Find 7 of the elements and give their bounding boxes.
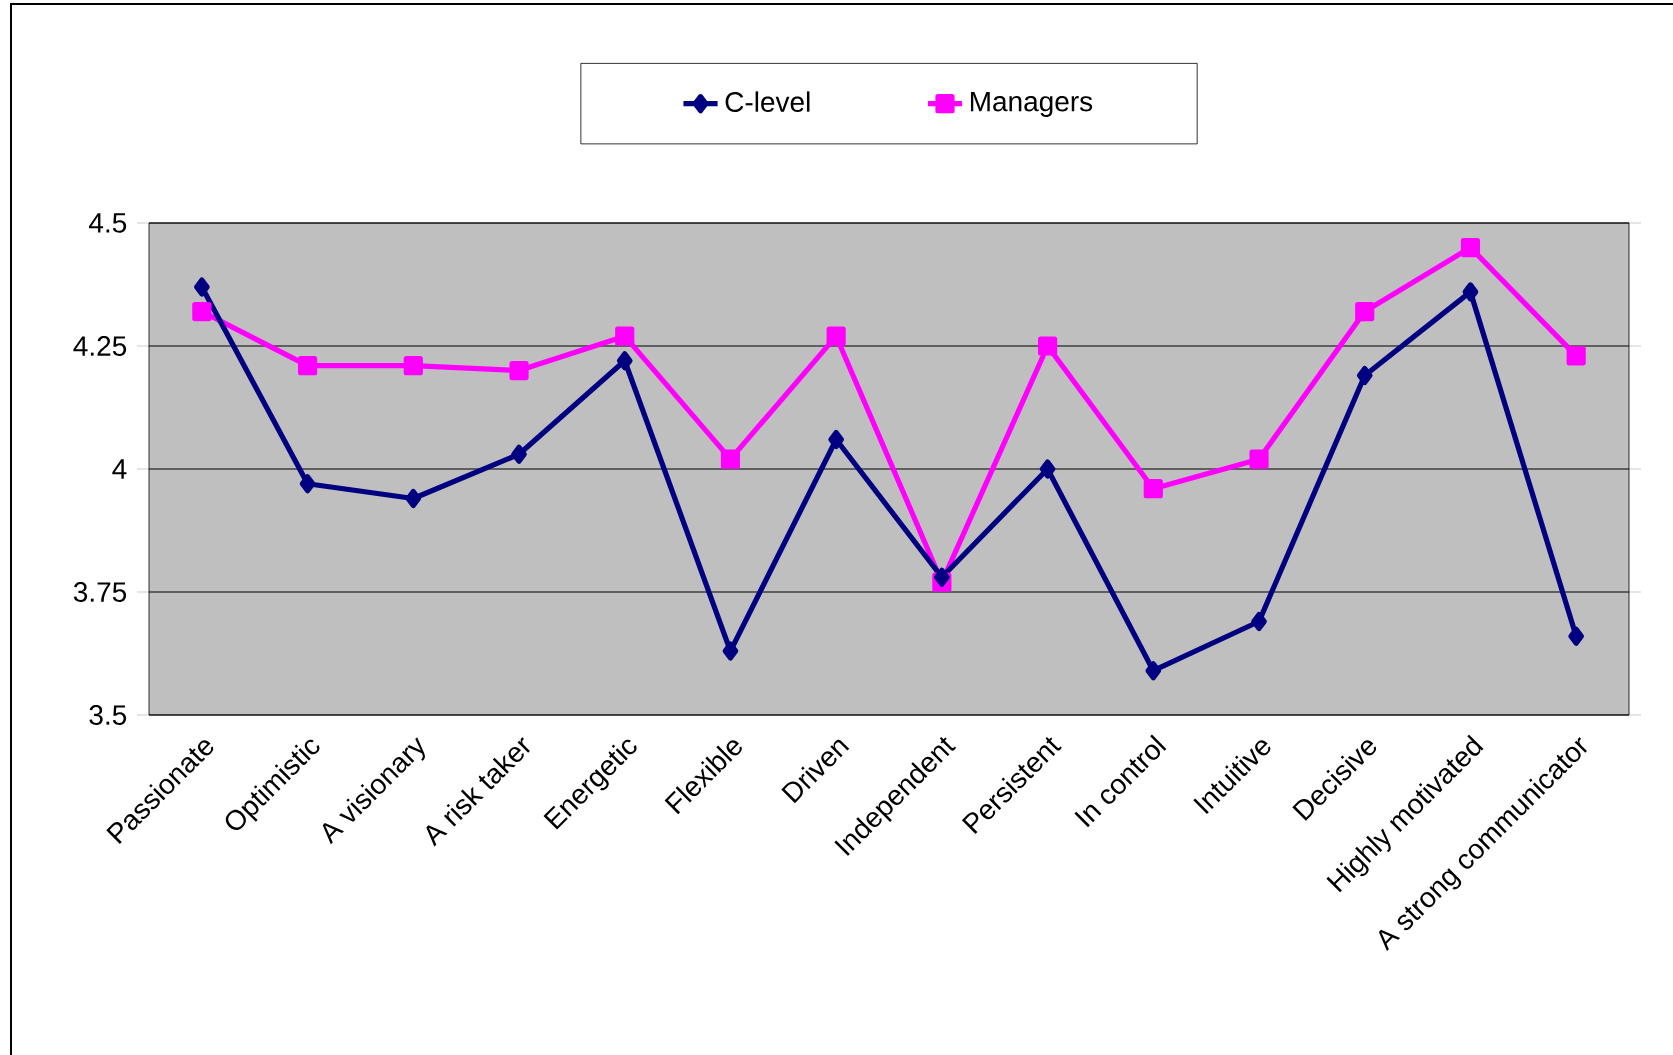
legend-label: C-level [725, 91, 810, 112]
y-tick-label: 4.5 [88, 213, 127, 233]
y-tick-label: 3.75 [73, 582, 127, 602]
y-tick-label: 3.5 [89, 705, 127, 725]
y-tick-label: 4.25 [73, 336, 127, 356]
y-tick-label: 4 [112, 459, 127, 479]
legend-label: Managers [970, 91, 1093, 117]
